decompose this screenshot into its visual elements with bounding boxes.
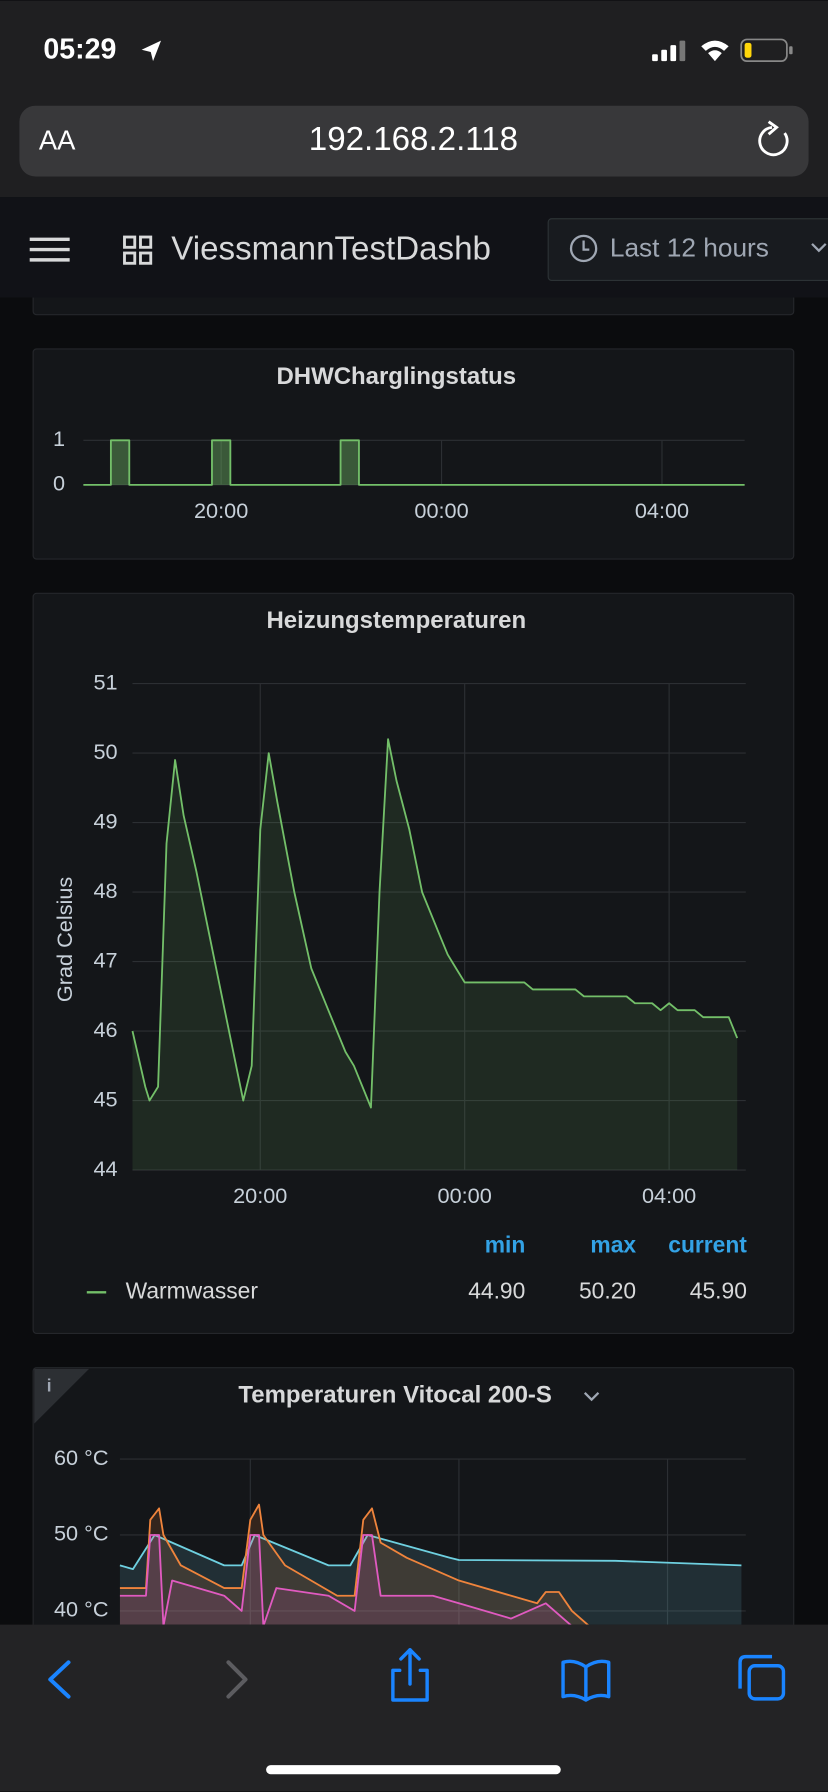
menu-button[interactable] <box>29 237 70 262</box>
y-tick-label: 50 °C <box>54 1521 108 1546</box>
area-fill <box>132 739 738 1171</box>
series-line <box>83 439 745 486</box>
area-fill <box>119 1534 742 1625</box>
reload-button[interactable] <box>758 125 789 157</box>
url-bar[interactable] <box>19 105 809 177</box>
area-fill <box>83 440 745 485</box>
chart: 0 1 20:00 00:00 04:00 <box>53 426 745 523</box>
clock: 05:29 <box>43 33 116 65</box>
x-tick-label: 20:00 <box>194 498 248 523</box>
x-tick-label: 00:00 <box>438 1183 492 1208</box>
time-picker[interactable] <box>547 218 828 281</box>
x-tick-label: 04:00 <box>642 1183 696 1208</box>
location-icon <box>141 40 162 62</box>
x-tick-label: 00:00 <box>414 498 468 523</box>
home-indicator <box>266 1765 561 1775</box>
y-tick-label: 50 <box>94 739 118 764</box>
legend-value: 44.90 <box>468 1277 525 1303</box>
panel-title[interactable]: Temperaturen Vitocal 200-S <box>238 1382 552 1409</box>
legend-label[interactable]: Warmwasser <box>126 1277 259 1303</box>
y-tick-label: 0 <box>53 471 65 496</box>
legend-header[interactable]: max <box>590 1232 636 1258</box>
legend-header[interactable]: min <box>485 1232 526 1258</box>
y-tick-label: 1 <box>53 426 65 451</box>
legend-value: 50.20 <box>579 1277 636 1303</box>
panel <box>32 592 795 1334</box>
y-tick-label: 47 <box>94 947 118 972</box>
y-tick-label: 46 <box>94 1017 118 1042</box>
info-icon: i <box>47 1376 52 1396</box>
series-line <box>119 1503 589 1625</box>
clock-hands <box>582 240 590 251</box>
battery-level <box>744 42 752 58</box>
tabs-back <box>738 1654 773 1689</box>
forward-button[interactable] <box>226 1660 248 1699</box>
back-button[interactable] <box>48 1660 71 1699</box>
y-tick-label: 49 <box>94 808 118 833</box>
x-tick-label: 04:00 <box>635 498 689 523</box>
y-tick-label: 48 <box>94 878 118 903</box>
panel-title[interactable]: Heizungstemperaturen <box>266 607 526 634</box>
battery-icon <box>740 38 788 63</box>
time-picker-chevron <box>811 243 827 253</box>
y-tick-label: 40 °C <box>54 1597 108 1622</box>
y-tick-label: 51 <box>94 669 118 694</box>
text-size-button[interactable]: AA <box>39 124 76 155</box>
battery-tip <box>789 46 793 55</box>
share-button[interactable] <box>391 1648 429 1702</box>
area-fill <box>119 1534 571 1625</box>
dashboard-icon <box>123 235 153 265</box>
y-axis-label: Grad Celsius <box>52 877 77 1003</box>
panel-menu-chevron[interactable] <box>583 1391 600 1402</box>
legend-header[interactable]: current <box>668 1232 747 1258</box>
y-tick-label: 45 <box>94 1086 118 1111</box>
series-line <box>119 1534 572 1625</box>
panel <box>32 348 795 560</box>
reload-arrow <box>767 120 779 136</box>
chart: 44 45 46 47 48 49 50 51 20:00 00:00 04:00 <box>94 669 746 1208</box>
legend-value: 45.90 <box>690 1277 747 1303</box>
wifi-icon <box>701 40 729 62</box>
area-fill <box>119 1504 588 1625</box>
dashboard-title[interactable]: ViessmannTestDashb <box>171 230 491 267</box>
clock-icon <box>569 234 598 263</box>
tabs-button[interactable] <box>747 1664 786 1701</box>
x-tick-label: 20:00 <box>233 1183 287 1208</box>
url[interactable]: 192.168.2.118 <box>309 121 518 158</box>
y-tick-label: 60 °C <box>54 1445 108 1470</box>
y-tick-label: 44 <box>94 1156 118 1181</box>
panel-title[interactable]: DHWCharglingstatus <box>276 363 516 390</box>
time-range[interactable]: Last 12 hours <box>610 233 769 263</box>
chart: 40 °C 50 °C 60 °C <box>54 1445 746 1625</box>
series-line <box>131 738 739 1109</box>
bookmarks-button[interactable] <box>561 1659 611 1702</box>
signal-icon <box>652 40 686 62</box>
